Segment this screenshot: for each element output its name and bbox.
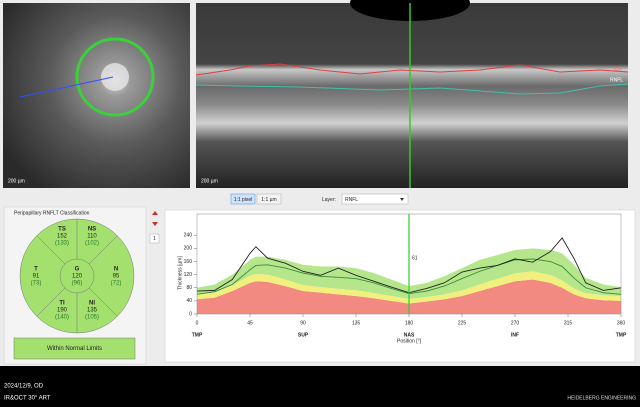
sector-value: 120 [72, 274, 83, 280]
sector-tick-label: TMP [616, 332, 627, 338]
y-axis-label: Thickness [µm] [177, 256, 183, 290]
y-tick-label: 80 [186, 285, 192, 291]
sector-name: TI [59, 301, 65, 307]
y-tick-label: 200 [184, 246, 193, 252]
scan-start [19, 76, 114, 98]
scan-circle [75, 37, 155, 117]
result-text: Within Normal Limits [47, 346, 102, 352]
sector-reference: (96) [72, 281, 83, 287]
plot-frame [196, 213, 622, 315]
x-tick-label: 0 [196, 320, 199, 326]
y-tick-label: 0 [189, 311, 192, 317]
um-button[interactable] [256, 193, 282, 205]
scale-label: 200 µm [8, 178, 25, 184]
x-tick-label: 45 [247, 320, 253, 326]
page-number: 1 [153, 236, 156, 242]
sector-tick-label: SUP [298, 332, 309, 338]
pixel-button[interactable] [230, 193, 256, 205]
sector-value: 190 [57, 308, 68, 314]
sector-tick-label: INF [511, 332, 519, 338]
exam-date: 2024/12/9, OD [4, 384, 44, 390]
sector-tick-label: NAS [404, 332, 415, 338]
scale-label: 200 µm [201, 178, 218, 184]
panel-title: Peripapillary RNFLT Classification [14, 210, 90, 216]
y-tick-label: 120 [184, 272, 193, 278]
sector-name: NI [89, 301, 95, 307]
sector-reference: (72) [111, 281, 122, 287]
page-box[interactable] [149, 233, 160, 244]
sector-reference: (105) [85, 315, 99, 321]
sector-reference: (102) [85, 241, 99, 247]
rnfl-line [195, 83, 629, 95]
x-tick-label: 225 [458, 320, 467, 326]
button-label: 1:1 pixel [234, 197, 253, 203]
x-tick-label: 270 [511, 320, 520, 326]
normal-band [197, 279, 621, 314]
sector-value: 95 [113, 274, 120, 280]
x-tick-label: 180 [405, 320, 414, 326]
layer-dropdown[interactable] [341, 193, 409, 205]
x-tick-label: 360 [617, 320, 626, 326]
ilm-line [195, 63, 629, 76]
x-tick-label: 135 [352, 320, 361, 326]
cursor-label: 61 [412, 255, 418, 261]
footer [0, 366, 640, 407]
chart: 0 40 80 120 160 200 240 0 45 90 135 180 225 270 315 360… [184, 214, 627, 338]
x-tick-label: 90 [300, 320, 306, 326]
dropdown-arrow [400, 198, 404, 201]
y-tick-label: 160 [184, 259, 193, 265]
sector-name: G [75, 267, 80, 273]
result-box [13, 337, 136, 360]
sector-name: N [114, 267, 118, 273]
oct-image [196, 3, 628, 188]
normal-band [197, 248, 621, 299]
sector-tick-label: TMP [192, 332, 203, 338]
y-tick-label: 40 [186, 298, 192, 304]
layer-value: RNFL [345, 197, 358, 203]
x-axis-label: Position [°] [397, 338, 422, 344]
sector-name: T [34, 267, 38, 273]
brand: HEIDELBERG ENGINEERING [567, 395, 636, 401]
sector-value: 135 [87, 308, 98, 314]
x-tick-label: 315 [564, 320, 573, 326]
exam-mode: IR&OCT 30° ART [4, 396, 51, 402]
sector-name: TS [58, 227, 66, 233]
sector-value: 152 [57, 234, 68, 240]
sector-reference: (140) [55, 315, 69, 321]
sector-reference: (73) [31, 281, 42, 287]
ilm-label: ILM [614, 66, 622, 72]
rnfl-label: RNFL [610, 77, 623, 83]
sector-value: 110 [87, 234, 97, 240]
y-tick-label: 240 [184, 233, 193, 239]
button-label: 1:1 µm [261, 197, 276, 203]
optic-disc [101, 63, 129, 91]
layer-label: Layer: [322, 197, 336, 203]
sector-name: NS [88, 227, 96, 233]
fundus-image [3, 3, 190, 188]
nav-arrows[interactable] [152, 211, 158, 226]
normal-band [197, 271, 621, 304]
sector-reference: (133) [55, 241, 69, 247]
sector-value: 91 [33, 274, 40, 280]
sector-lines [36, 219, 118, 333]
